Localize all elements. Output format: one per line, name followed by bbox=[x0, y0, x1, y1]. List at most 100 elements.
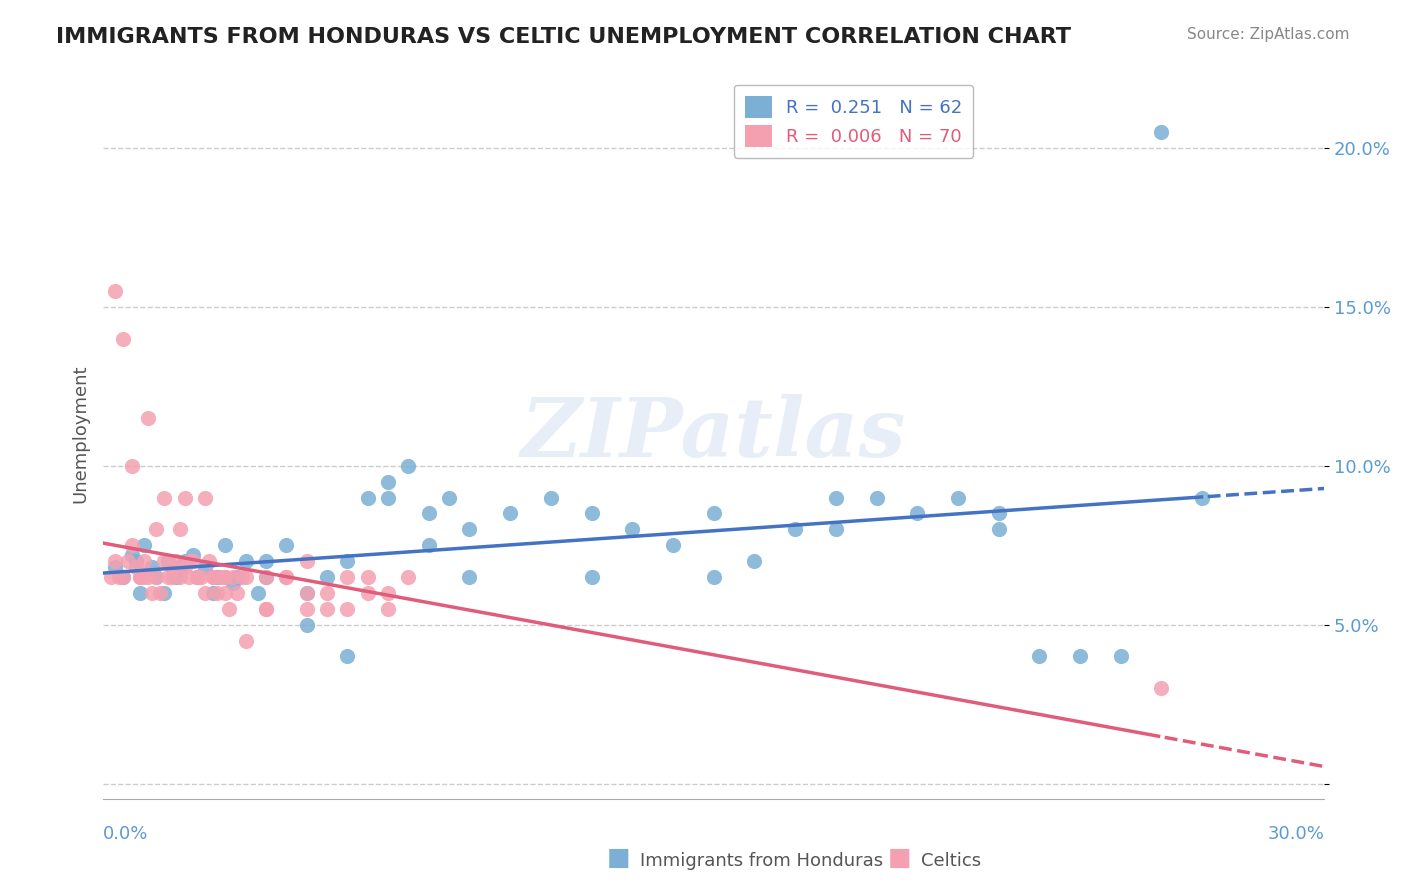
Point bbox=[226, 586, 249, 600]
Point bbox=[865, 491, 887, 505]
Point bbox=[145, 570, 167, 584]
Point bbox=[141, 586, 163, 600]
Point bbox=[202, 586, 225, 600]
Point bbox=[214, 538, 236, 552]
Point bbox=[377, 491, 399, 505]
Point bbox=[396, 570, 419, 584]
Point bbox=[194, 560, 217, 574]
Text: ■: ■ bbox=[607, 846, 630, 870]
Point bbox=[1150, 681, 1173, 696]
Point bbox=[235, 633, 257, 648]
Point bbox=[499, 507, 522, 521]
Point bbox=[186, 570, 208, 584]
Point bbox=[209, 570, 232, 584]
Point bbox=[336, 554, 359, 568]
Point bbox=[128, 586, 150, 600]
Point bbox=[173, 554, 195, 568]
Point bbox=[132, 570, 155, 584]
Point bbox=[377, 601, 399, 615]
Point bbox=[316, 601, 339, 615]
Point bbox=[121, 538, 143, 552]
Point bbox=[581, 570, 603, 584]
Point bbox=[316, 586, 339, 600]
Point bbox=[396, 458, 419, 473]
Point bbox=[295, 617, 318, 632]
Point bbox=[235, 554, 257, 568]
Point bbox=[153, 586, 176, 600]
Point bbox=[112, 570, 135, 584]
Point bbox=[205, 570, 228, 584]
Point bbox=[132, 554, 155, 568]
Point bbox=[581, 507, 603, 521]
Point bbox=[905, 507, 928, 521]
Point bbox=[153, 491, 176, 505]
Point bbox=[1109, 649, 1132, 664]
Point bbox=[703, 507, 725, 521]
Point bbox=[276, 570, 298, 584]
Legend: R =  0.251   N = 62, R =  0.006   N = 70: R = 0.251 N = 62, R = 0.006 N = 70 bbox=[734, 85, 973, 158]
Point bbox=[153, 554, 176, 568]
Point bbox=[125, 554, 148, 568]
Point bbox=[157, 570, 180, 584]
Point bbox=[1150, 125, 1173, 139]
Point bbox=[662, 538, 685, 552]
Y-axis label: Unemployment: Unemployment bbox=[72, 365, 89, 503]
Point bbox=[157, 554, 180, 568]
Point bbox=[202, 570, 225, 584]
Point bbox=[169, 570, 191, 584]
Point bbox=[377, 586, 399, 600]
Point bbox=[295, 554, 318, 568]
Point bbox=[100, 570, 122, 584]
Text: Celtics: Celtics bbox=[921, 852, 981, 870]
Point bbox=[418, 538, 440, 552]
Point bbox=[276, 538, 298, 552]
Point bbox=[165, 554, 187, 568]
Point bbox=[254, 601, 277, 615]
Point bbox=[169, 560, 191, 574]
Point bbox=[112, 570, 135, 584]
Point bbox=[190, 570, 212, 584]
Point bbox=[295, 601, 318, 615]
Point bbox=[226, 570, 249, 584]
Point bbox=[214, 586, 236, 600]
Point bbox=[169, 522, 191, 536]
Point bbox=[357, 570, 380, 584]
Point bbox=[1069, 649, 1091, 664]
Point bbox=[222, 570, 245, 584]
Point bbox=[744, 554, 766, 568]
Text: 0.0%: 0.0% bbox=[103, 825, 149, 843]
Text: IMMIGRANTS FROM HONDURAS VS CELTIC UNEMPLOYMENT CORRELATION CHART: IMMIGRANTS FROM HONDURAS VS CELTIC UNEMP… bbox=[56, 27, 1071, 46]
Point bbox=[104, 560, 127, 574]
Point bbox=[125, 560, 148, 574]
Point bbox=[205, 586, 228, 600]
Point bbox=[112, 332, 135, 346]
Point bbox=[165, 570, 187, 584]
Point bbox=[824, 522, 846, 536]
Point bbox=[202, 570, 225, 584]
Point bbox=[214, 570, 236, 584]
Point bbox=[235, 570, 257, 584]
Point bbox=[108, 570, 131, 584]
Point bbox=[132, 538, 155, 552]
Point bbox=[117, 554, 139, 568]
Point bbox=[276, 570, 298, 584]
Point bbox=[946, 491, 969, 505]
Point bbox=[295, 586, 318, 600]
Point bbox=[104, 284, 127, 298]
Text: Immigrants from Honduras: Immigrants from Honduras bbox=[640, 852, 883, 870]
Point bbox=[357, 491, 380, 505]
Point bbox=[173, 560, 195, 574]
Point bbox=[458, 570, 481, 584]
Point bbox=[177, 570, 200, 584]
Text: ■: ■ bbox=[889, 846, 911, 870]
Point bbox=[418, 507, 440, 521]
Point bbox=[121, 548, 143, 562]
Point bbox=[128, 570, 150, 584]
Point bbox=[145, 570, 167, 584]
Point bbox=[173, 491, 195, 505]
Point bbox=[149, 586, 172, 600]
Point bbox=[987, 522, 1010, 536]
Point bbox=[1191, 491, 1213, 505]
Point bbox=[198, 554, 221, 568]
Point bbox=[218, 601, 240, 615]
